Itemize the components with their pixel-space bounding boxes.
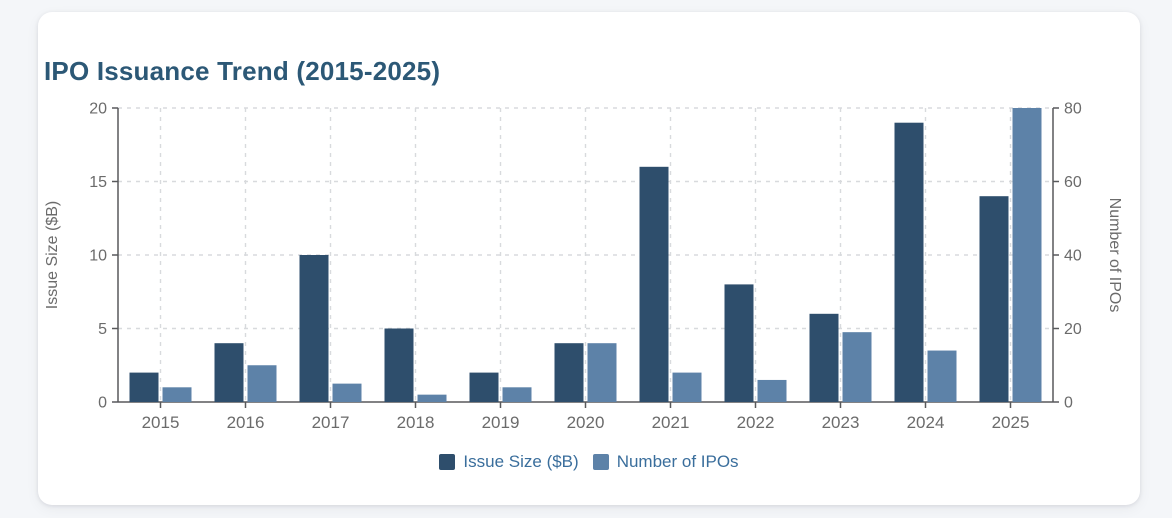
bar-num-ipos-2019[interactable] [502,387,532,402]
x-tick-label: 2023 [822,413,860,432]
x-tick-label: 2025 [992,413,1030,432]
x-tick-label: 2017 [312,413,350,432]
y-right-tick-label: 60 [1064,174,1082,191]
bar-issue-size-2023[interactable] [809,313,839,402]
bar-issue-size-2025[interactable] [979,196,1009,402]
bar-num-ipos-2017[interactable] [332,383,362,402]
x-tick-label: 2020 [567,413,605,432]
x-tick-label: 2024 [907,413,945,432]
right-axis-title: Number of IPOs [1106,198,1123,313]
legend-swatch-icon [439,454,456,470]
bar-num-ipos-2015[interactable] [162,387,192,402]
y-right-tick-label: 20 [1064,321,1082,338]
x-tick-label: 2018 [397,413,435,432]
bar-num-ipos-2023[interactable] [842,332,872,402]
y-right-tick-label: 0 [1064,395,1073,412]
bar-issue-size-2016[interactable] [214,343,244,402]
ipo-chart-canvas[interactable]: 0 5 10 15 20 0 20 40 60 80 2015 2016 2017 2018 2019 202… [38,12,1140,444]
bar-num-ipos-2018[interactable] [417,394,447,402]
bar-issue-size-2018[interactable] [384,328,414,403]
bar-num-ipos-2016[interactable] [247,365,277,402]
y-right-tick-label: 40 [1064,248,1082,265]
legend-label: Issue Size ($B) [463,452,579,471]
x-tick-label: 2019 [482,413,520,432]
bar-issue-size-2024[interactable] [894,122,924,402]
x-tick-label: 2021 [652,413,690,432]
chart-legend: Issue Size ($B) Number of IPOs [38,452,1140,472]
bar-num-ipos-2024[interactable] [927,350,957,402]
x-tick-label: 2015 [142,413,180,432]
left-axis-title: Issue Size ($B) [44,201,61,309]
chart-title: IPO Issuance Trend (2015-2025) [44,56,441,86]
bar-issue-size-2022[interactable] [724,284,754,402]
bar-num-ipos-2025[interactable] [1012,108,1042,402]
y-left-tick-label: 15 [89,174,107,191]
y-left-tick-label: 0 [98,395,107,412]
bar-issue-size-2021[interactable] [639,166,669,402]
bar-issue-size-2020[interactable] [554,343,584,402]
bar-issue-size-2015[interactable] [129,372,159,402]
legend-item-num-ipos[interactable]: Number of IPOs [592,452,739,472]
x-tick-label: 2016 [227,413,265,432]
y-right-tick-label: 80 [1064,101,1082,118]
y-left-tick-label: 10 [89,248,107,265]
chart-card: IPO Issuance Trend (2015-2025) 0 5 10 15 20 0… [38,12,1140,505]
bar-num-ipos-2020[interactable] [587,343,617,402]
y-left-tick-label: 5 [98,321,107,338]
bar-num-ipos-2022[interactable] [757,379,787,402]
y-left-tick-label: 20 [89,101,107,118]
legend-label: Number of IPOs [616,452,739,471]
bar-issue-size-2017[interactable] [299,255,329,402]
legend-swatch-icon [592,454,609,470]
legend-item-issue-size[interactable]: Issue Size ($B) [439,452,579,472]
x-tick-label: 2022 [737,413,775,432]
bar-num-ipos-2021[interactable] [672,372,702,402]
bar-issue-size-2019[interactable] [469,372,499,402]
